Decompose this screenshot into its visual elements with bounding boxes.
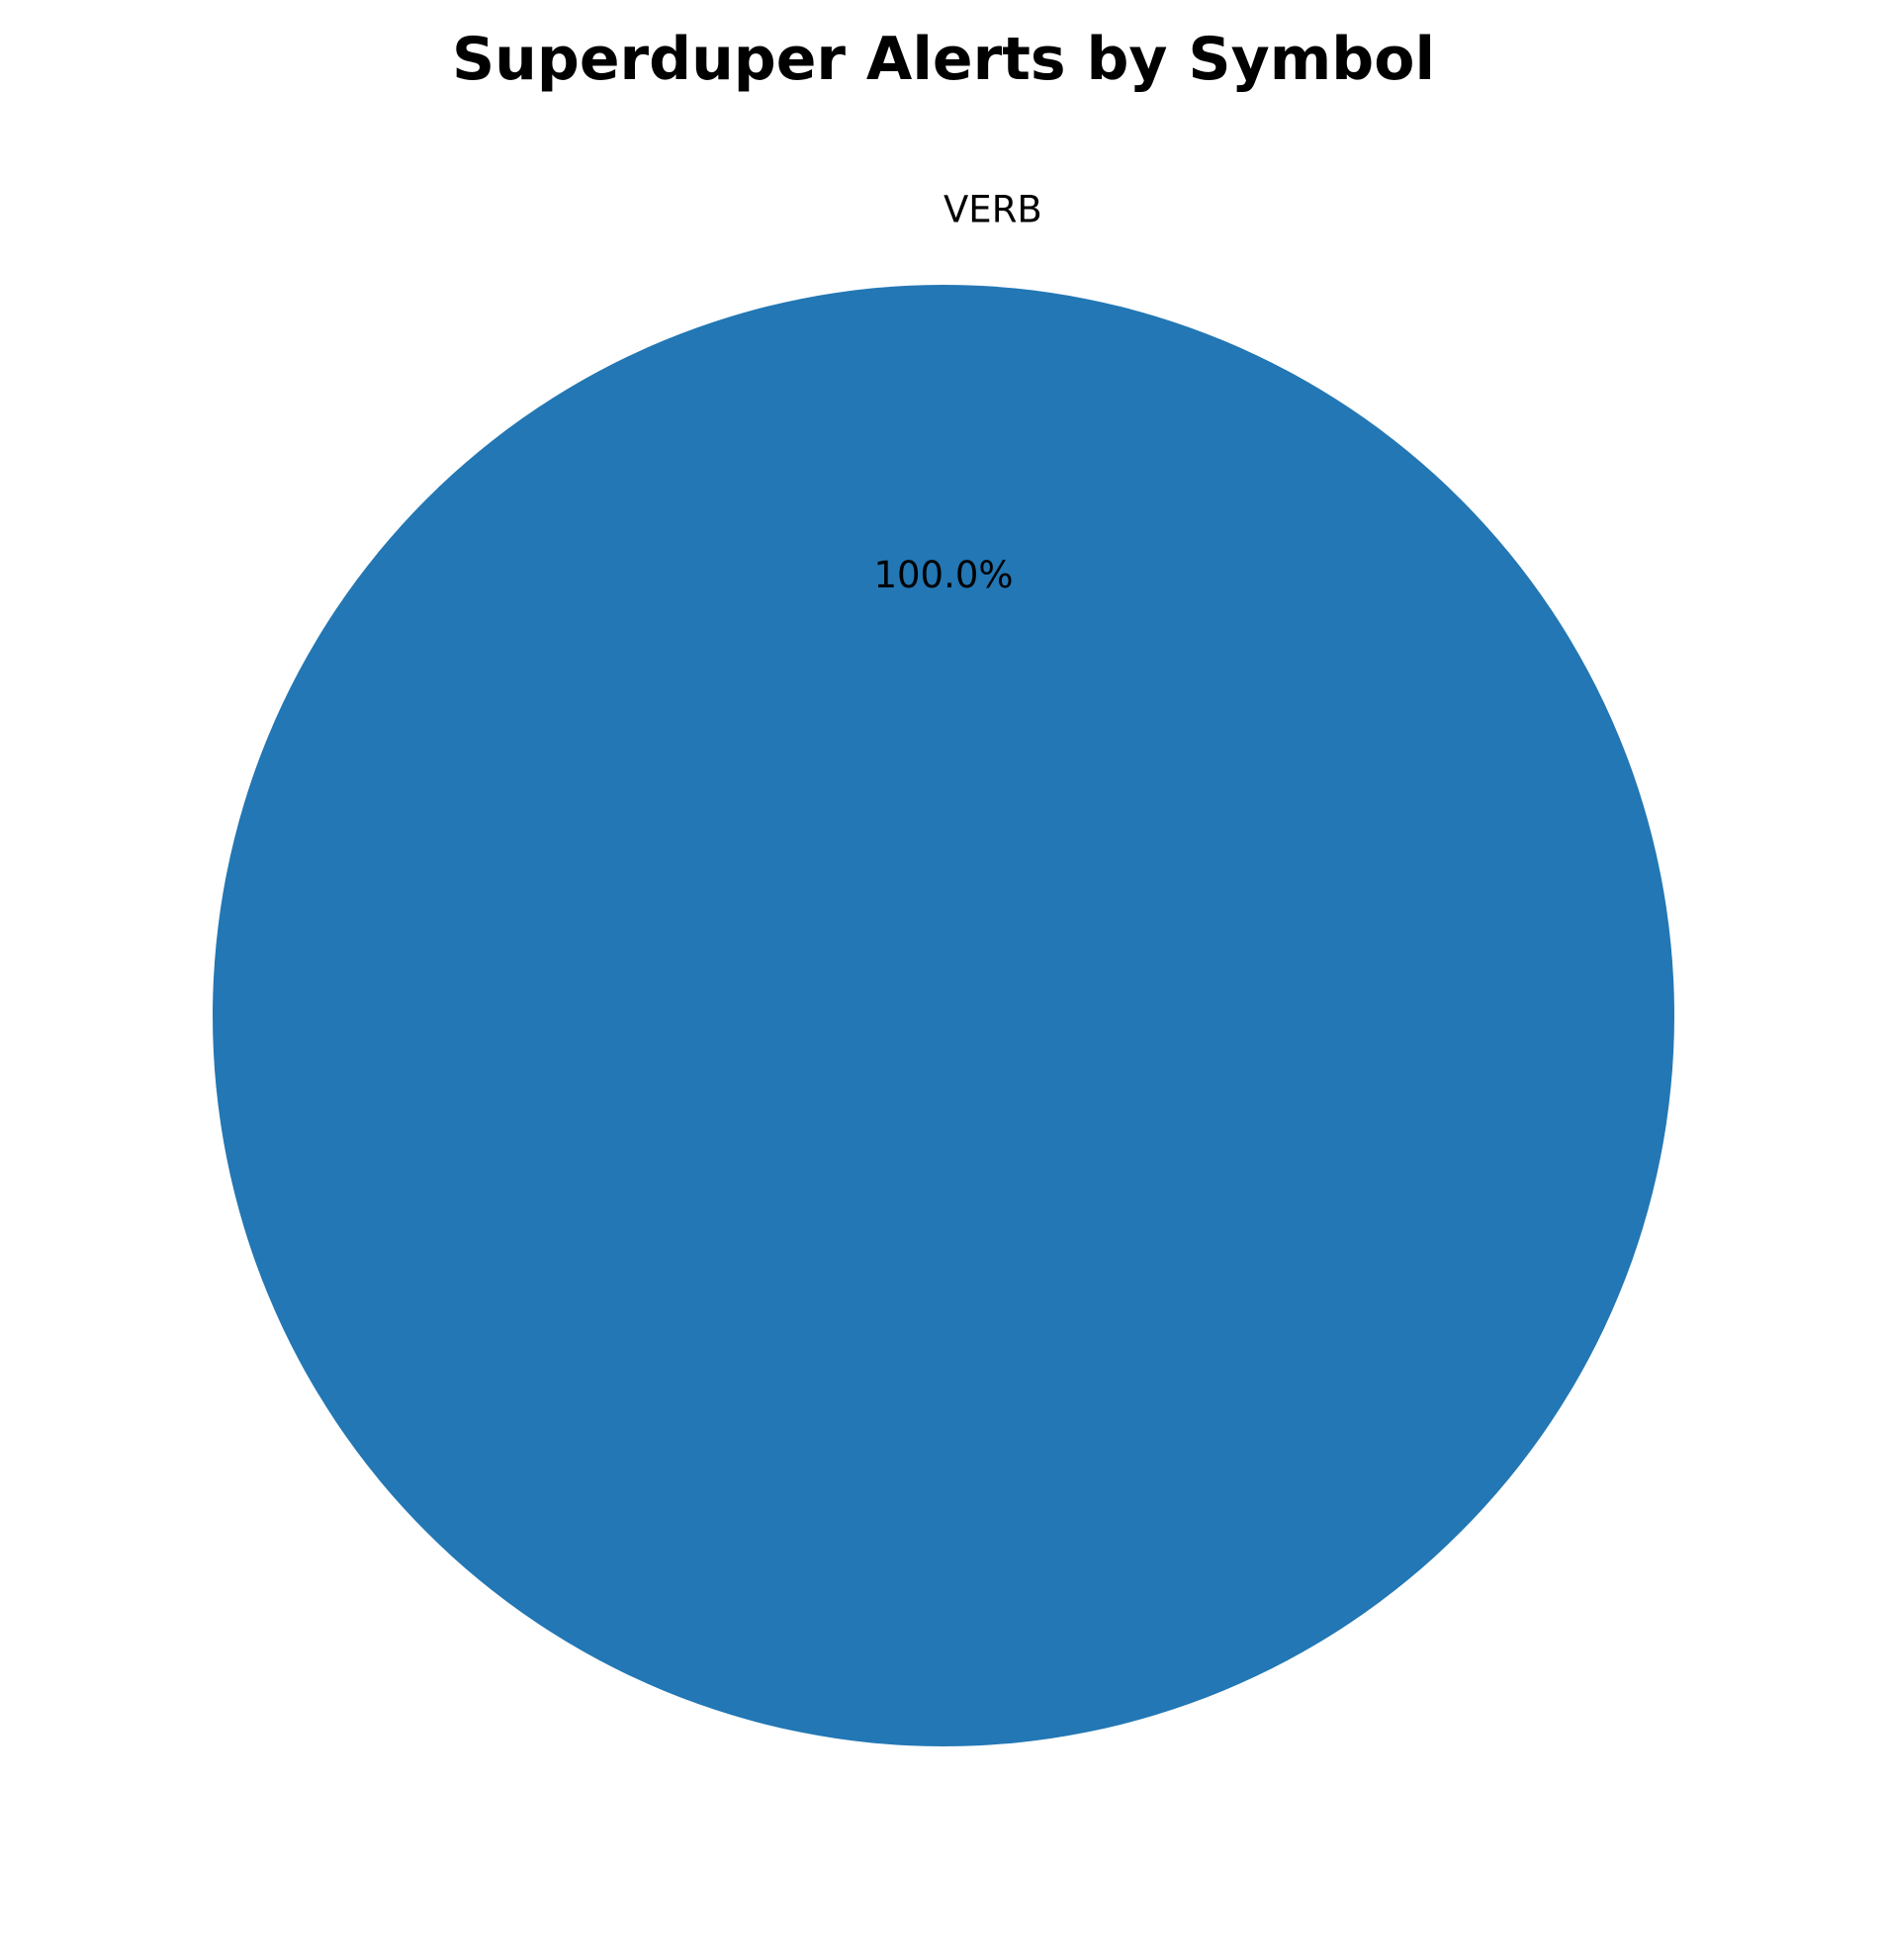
chart-title: Superduper Alerts by Symbol: [452, 25, 1435, 94]
pie-slices: [213, 285, 1674, 1746]
pie-slice-verb: [213, 285, 1674, 1746]
pie-labels: 100.0% VERB: [873, 189, 1041, 596]
slice-percent-label: 100.0%: [873, 554, 1013, 596]
slice-category-label: VERB: [943, 189, 1042, 231]
